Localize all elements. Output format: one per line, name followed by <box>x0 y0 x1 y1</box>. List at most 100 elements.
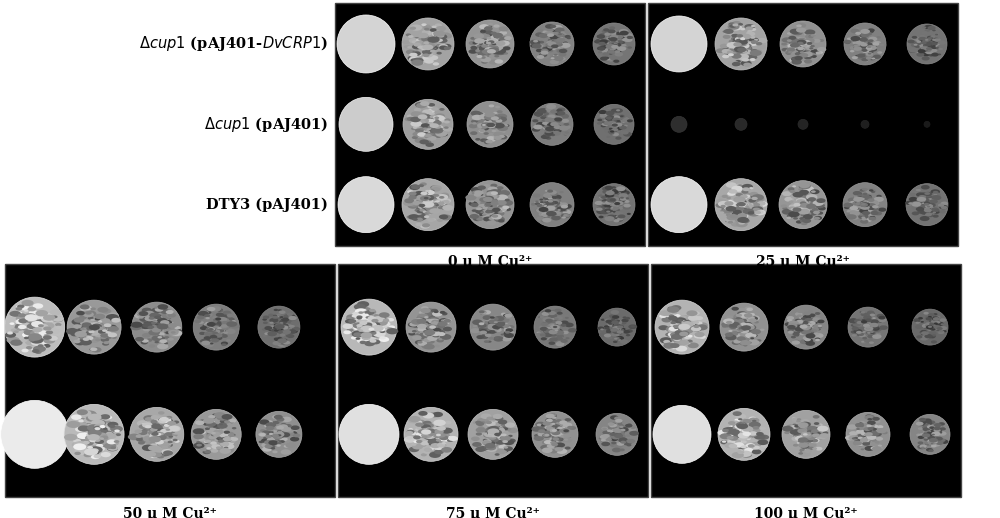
Circle shape <box>279 440 285 443</box>
Circle shape <box>925 50 934 54</box>
Circle shape <box>360 323 372 329</box>
Circle shape <box>217 322 222 324</box>
Circle shape <box>487 204 493 207</box>
Circle shape <box>800 443 808 447</box>
Circle shape <box>505 331 510 334</box>
Circle shape <box>743 208 754 214</box>
Circle shape <box>211 434 216 436</box>
Circle shape <box>922 425 931 430</box>
Circle shape <box>612 217 620 221</box>
Circle shape <box>488 124 494 127</box>
Circle shape <box>718 429 729 436</box>
Circle shape <box>504 208 511 211</box>
Circle shape <box>559 49 567 53</box>
Circle shape <box>441 433 447 436</box>
Circle shape <box>722 49 731 54</box>
Circle shape <box>856 210 867 215</box>
Circle shape <box>784 197 794 202</box>
Circle shape <box>470 46 478 50</box>
Circle shape <box>871 428 877 431</box>
Circle shape <box>157 304 168 310</box>
Circle shape <box>408 203 419 209</box>
Circle shape <box>618 318 624 320</box>
Circle shape <box>490 325 498 329</box>
Circle shape <box>539 198 543 200</box>
Circle shape <box>873 41 881 46</box>
Circle shape <box>920 319 924 321</box>
Circle shape <box>869 314 876 318</box>
Circle shape <box>870 323 879 327</box>
Circle shape <box>801 44 807 47</box>
Circle shape <box>504 48 510 51</box>
Circle shape <box>477 207 483 209</box>
Circle shape <box>856 331 862 334</box>
Circle shape <box>98 330 106 334</box>
Circle shape <box>734 432 745 438</box>
Circle shape <box>91 336 96 338</box>
Circle shape <box>805 34 814 39</box>
Circle shape <box>607 37 616 42</box>
Circle shape <box>718 201 730 207</box>
Ellipse shape <box>467 102 513 147</box>
Circle shape <box>211 423 219 427</box>
Circle shape <box>870 211 879 215</box>
Circle shape <box>152 431 160 436</box>
Circle shape <box>808 197 816 202</box>
Circle shape <box>436 136 441 138</box>
Circle shape <box>550 328 556 332</box>
Circle shape <box>403 200 415 206</box>
Circle shape <box>156 433 165 437</box>
Circle shape <box>475 43 481 47</box>
Circle shape <box>616 120 620 122</box>
Circle shape <box>488 116 492 118</box>
Circle shape <box>924 431 931 435</box>
Circle shape <box>435 131 447 137</box>
Circle shape <box>160 337 165 340</box>
Circle shape <box>488 40 494 44</box>
Circle shape <box>539 108 549 113</box>
Circle shape <box>849 318 858 323</box>
Circle shape <box>931 211 935 213</box>
Circle shape <box>90 319 95 321</box>
Ellipse shape <box>715 18 767 70</box>
Circle shape <box>424 42 433 47</box>
Circle shape <box>162 328 167 331</box>
Circle shape <box>556 38 562 41</box>
Circle shape <box>740 340 751 346</box>
Circle shape <box>565 132 569 134</box>
Circle shape <box>221 334 228 338</box>
Circle shape <box>215 337 221 340</box>
Circle shape <box>928 214 934 217</box>
Circle shape <box>78 326 90 333</box>
Circle shape <box>500 40 510 46</box>
Circle shape <box>931 49 937 52</box>
Circle shape <box>617 431 622 434</box>
Circle shape <box>737 45 744 49</box>
Circle shape <box>909 197 918 202</box>
Circle shape <box>551 131 561 136</box>
Circle shape <box>539 326 545 329</box>
Circle shape <box>863 322 867 325</box>
Circle shape <box>800 204 804 206</box>
Circle shape <box>549 206 554 209</box>
Circle shape <box>94 426 105 432</box>
Circle shape <box>28 325 42 332</box>
Circle shape <box>808 432 816 436</box>
Circle shape <box>864 323 873 327</box>
Circle shape <box>611 436 617 438</box>
Circle shape <box>540 201 544 203</box>
Circle shape <box>735 60 741 63</box>
Circle shape <box>561 314 569 318</box>
Circle shape <box>612 191 619 194</box>
Circle shape <box>606 46 615 50</box>
Circle shape <box>220 328 230 334</box>
Circle shape <box>503 337 511 341</box>
Circle shape <box>480 327 484 329</box>
Circle shape <box>94 454 101 458</box>
Circle shape <box>426 42 435 47</box>
Circle shape <box>488 324 499 330</box>
Circle shape <box>563 125 571 130</box>
Circle shape <box>211 449 218 453</box>
Circle shape <box>623 330 630 334</box>
Circle shape <box>924 48 932 52</box>
